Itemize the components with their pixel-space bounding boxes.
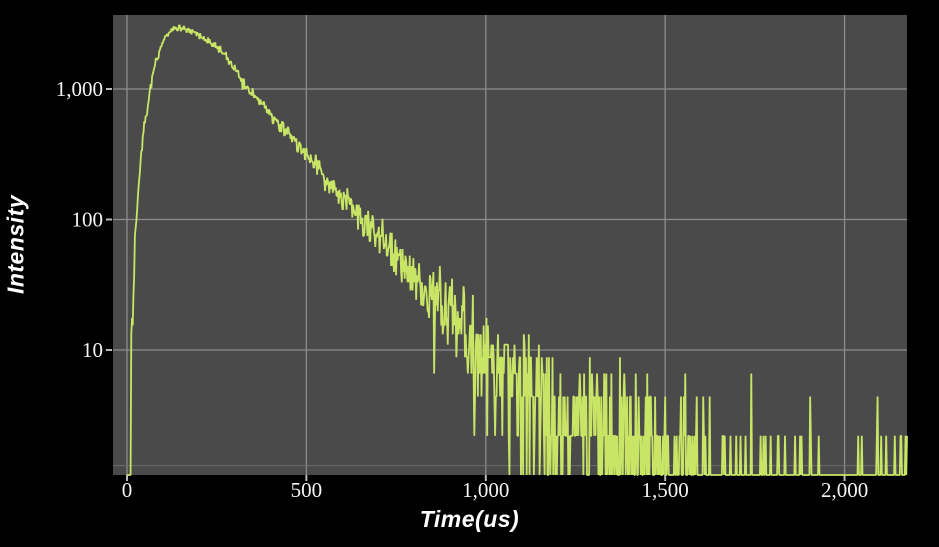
x-tick-label: 500 bbox=[291, 478, 323, 502]
x-axis-title: Time(us) bbox=[419, 506, 520, 532]
x-tick-label: 2,000 bbox=[821, 478, 868, 502]
y-tick-label: 10 bbox=[82, 338, 103, 362]
decay-curve bbox=[126, 24, 908, 476]
x-tick-label: 0 bbox=[122, 478, 133, 502]
y-tick-label: 1,000 bbox=[56, 77, 103, 101]
y-axis-title: Intensity bbox=[2, 194, 29, 295]
x-tick-label: 1,500 bbox=[642, 478, 689, 502]
x-tick-label: 1,000 bbox=[462, 478, 509, 502]
y-tick-label: 100 bbox=[72, 208, 104, 232]
